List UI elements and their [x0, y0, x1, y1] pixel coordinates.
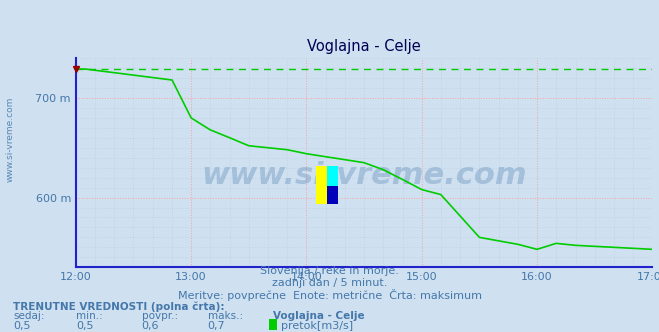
Text: Meritve: povprečne  Enote: metrične  Črta: maksimum: Meritve: povprečne Enote: metrične Črta:…	[177, 289, 482, 301]
Text: Slovenija / reke in morje.: Slovenija / reke in morje.	[260, 266, 399, 276]
Text: povpr.:: povpr.:	[142, 311, 178, 321]
Text: 0,7: 0,7	[208, 321, 225, 331]
Bar	[316, 166, 327, 204]
Text: TRENUTNE VREDNOSTI (polna črta):: TRENUTNE VREDNOSTI (polna črta):	[13, 301, 225, 312]
Text: min.:: min.:	[76, 311, 103, 321]
Text: maks.:: maks.:	[208, 311, 243, 321]
Text: Voglajna - Celje: Voglajna - Celje	[273, 311, 365, 321]
Bar	[327, 166, 338, 187]
Text: 0,5: 0,5	[76, 321, 94, 331]
Text: sedaj:: sedaj:	[13, 311, 45, 321]
Text: pretok[m3/s]: pretok[m3/s]	[281, 321, 353, 331]
Text: 0,5: 0,5	[13, 321, 31, 331]
Text: www.si-vreme.com: www.si-vreme.com	[5, 97, 14, 182]
Text: 0,6: 0,6	[142, 321, 159, 331]
Text: www.si-vreme.com: www.si-vreme.com	[201, 161, 527, 190]
Bar	[327, 187, 338, 204]
Text: zadnji dan / 5 minut.: zadnji dan / 5 minut.	[272, 278, 387, 288]
Title: Voglajna - Celje: Voglajna - Celje	[307, 39, 421, 54]
